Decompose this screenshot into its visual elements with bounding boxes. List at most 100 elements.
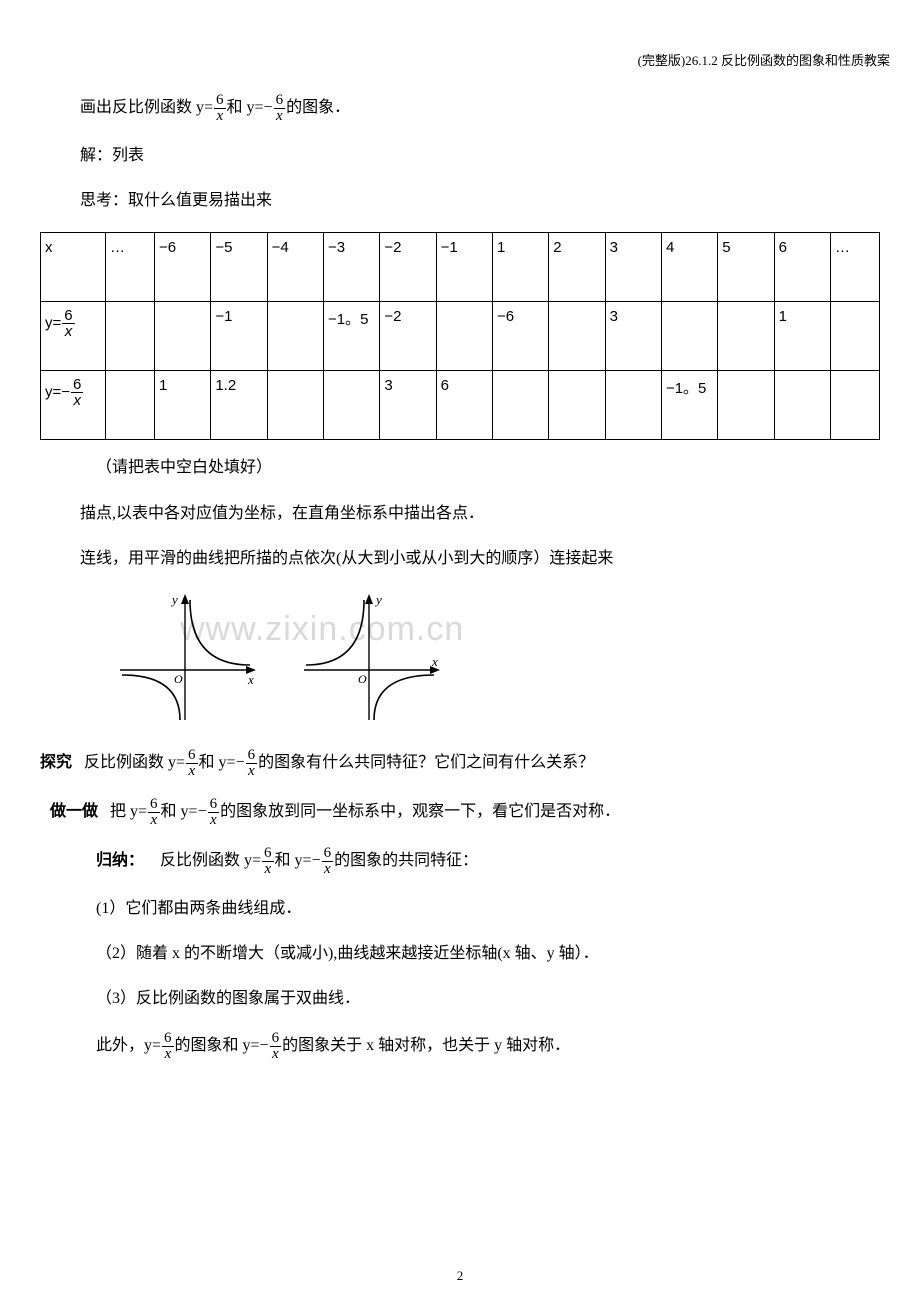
cell: −5 bbox=[211, 233, 267, 302]
page-header: (完整版)26.1.2 反比例函数的图象和性质教案 bbox=[40, 50, 890, 69]
cell bbox=[267, 371, 323, 440]
cell: y=6x bbox=[41, 302, 106, 371]
text: 的图象有什么共同特征？它们之间有什么关系？ bbox=[258, 754, 594, 771]
cell bbox=[605, 371, 661, 440]
plot-points-note: 描点,以表中各对应值为坐标，在直角坐标系中描出各点． bbox=[80, 500, 880, 527]
cell: −3 bbox=[323, 233, 379, 302]
text: 画出反比例函数 y= bbox=[80, 99, 213, 116]
cell bbox=[492, 371, 548, 440]
text: 的图象放到同一坐标系中，观察一下，看它们是否对称． bbox=[220, 803, 620, 820]
cell bbox=[267, 302, 323, 371]
cell: 1 bbox=[492, 233, 548, 302]
cell bbox=[549, 302, 605, 371]
thinking-prompt: 思考：取什么值更易描出来 bbox=[80, 187, 880, 214]
cell bbox=[106, 371, 155, 440]
cell bbox=[323, 371, 379, 440]
axis-label-y: y bbox=[374, 592, 382, 607]
cell: −2 bbox=[380, 302, 436, 371]
fraction-6-over-x: 6x bbox=[214, 93, 226, 124]
text: 的图象的共同特征： bbox=[334, 852, 478, 869]
cell: 5 bbox=[718, 233, 774, 302]
problem-statement: 画出反比例函数 y=6x和 y=−6x的图象． bbox=[80, 93, 880, 124]
cell: 3 bbox=[605, 233, 661, 302]
fraction-6-over-x: 6x bbox=[274, 93, 286, 124]
cell: −1 bbox=[436, 233, 492, 302]
value-table: x … −6 −5 −4 −3 −2 −1 1 2 3 4 5 6 … y=6x… bbox=[40, 232, 880, 440]
cell bbox=[831, 371, 880, 440]
label: 探究 bbox=[40, 754, 72, 771]
point-2: （2）随着 x 的不断增大（或减小),曲线越来越接近坐标轴(x 轴、y 轴）． bbox=[96, 940, 880, 967]
cell: −1。5 bbox=[323, 302, 379, 371]
graph-row: y x O y x O bbox=[110, 590, 880, 730]
cell: … bbox=[831, 233, 880, 302]
cell bbox=[774, 371, 830, 440]
cell bbox=[155, 302, 211, 371]
summary-section: 归纳： 反比例函数 y=6x和 y=−6x的图象的共同特征： bbox=[96, 846, 880, 877]
cell: 2 bbox=[549, 233, 605, 302]
cell bbox=[718, 371, 774, 440]
fraction-6-over-x: 6x bbox=[262, 846, 274, 877]
text: 反比例函数 y= bbox=[84, 754, 185, 771]
fraction-6-over-x: 6x bbox=[208, 797, 220, 828]
text: 的图象和 y=− bbox=[175, 1037, 269, 1054]
text: 和 y=− bbox=[275, 852, 321, 869]
axis-label-x: x bbox=[247, 672, 254, 687]
cell bbox=[106, 302, 155, 371]
cell: −2 bbox=[380, 233, 436, 302]
cell: … bbox=[106, 233, 155, 302]
point-1: (1）它们都由两条曲线组成． bbox=[96, 895, 880, 922]
label: 归纳： bbox=[96, 852, 144, 869]
cell: 4 bbox=[661, 233, 717, 302]
cell: −6 bbox=[155, 233, 211, 302]
cell: −4 bbox=[267, 233, 323, 302]
cell bbox=[718, 302, 774, 371]
connect-line-note: 连线，用平滑的曲线把所描的点依次(从大到小或从小到大的顺序）连接起来 bbox=[80, 545, 880, 572]
cell: 6 bbox=[774, 233, 830, 302]
cell: y=−6x bbox=[41, 371, 106, 440]
cell: 1 bbox=[774, 302, 830, 371]
fraction-6-over-x: 6x bbox=[186, 748, 198, 779]
text: 反比例函数 y= bbox=[160, 852, 261, 869]
table-row: y=6x −1 −1。5 −2 −6 3 1 bbox=[41, 302, 880, 371]
hyperbola-positive-graph: y x O bbox=[110, 590, 260, 730]
fraction-6-over-x: 6x bbox=[148, 797, 160, 828]
cell: −1。5 bbox=[661, 371, 717, 440]
text: 的图象关于 x 轴对称，也关于 y 轴对称． bbox=[282, 1037, 570, 1054]
cell: 1.2 bbox=[211, 371, 267, 440]
do-it-section: 做一做 把 y=6x和 y=−6x的图象放到同一坐标系中，观察一下，看它们是否对… bbox=[50, 797, 880, 828]
cell: x bbox=[41, 233, 106, 302]
text: 和 y=− bbox=[199, 754, 245, 771]
text: 和 y=− bbox=[227, 99, 273, 116]
fraction-6-over-x: 6x bbox=[162, 1031, 174, 1062]
axis-label-y: y bbox=[170, 592, 178, 607]
origin-label: O bbox=[174, 672, 183, 686]
page-number: 2 bbox=[0, 1268, 920, 1284]
text: 此外，y= bbox=[96, 1037, 161, 1054]
explore-section: 探究 反比例函数 y=6x和 y=−6x的图象有什么共同特征？它们之间有什么关系… bbox=[40, 748, 880, 779]
symmetry-note: 此外，y=6x的图象和 y=−6x的图象关于 x 轴对称，也关于 y 轴对称． bbox=[96, 1031, 880, 1062]
cell bbox=[661, 302, 717, 371]
cell: 1 bbox=[155, 371, 211, 440]
table-row: x … −6 −5 −4 −3 −2 −1 1 2 3 4 5 6 … bbox=[41, 233, 880, 302]
fraction-6-over-x: 6x bbox=[246, 748, 258, 779]
cell: −1 bbox=[211, 302, 267, 371]
fraction-6-over-x: 6x bbox=[322, 846, 334, 877]
origin-label: O bbox=[358, 672, 367, 686]
fill-blank-note: （请把表中空白处填好） bbox=[96, 454, 880, 481]
cell: 3 bbox=[605, 302, 661, 371]
cell bbox=[549, 371, 605, 440]
cell: 6 bbox=[436, 371, 492, 440]
cell bbox=[436, 302, 492, 371]
text: 把 y= bbox=[110, 803, 147, 820]
cell: −6 bbox=[492, 302, 548, 371]
cell: 3 bbox=[380, 371, 436, 440]
point-3: （3）反比例函数的图象属于双曲线． bbox=[96, 985, 880, 1012]
solution-label: 解：列表 bbox=[80, 142, 880, 169]
axis-label-x: x bbox=[431, 654, 438, 669]
label: 做一做 bbox=[50, 803, 98, 820]
table-row: y=−6x 1 1.2 3 6 −1。5 bbox=[41, 371, 880, 440]
text: 和 y=− bbox=[161, 803, 207, 820]
fraction-6-over-x: 6x bbox=[270, 1031, 282, 1062]
hyperbola-negative-graph: y x O bbox=[294, 590, 444, 730]
cell bbox=[831, 302, 880, 371]
